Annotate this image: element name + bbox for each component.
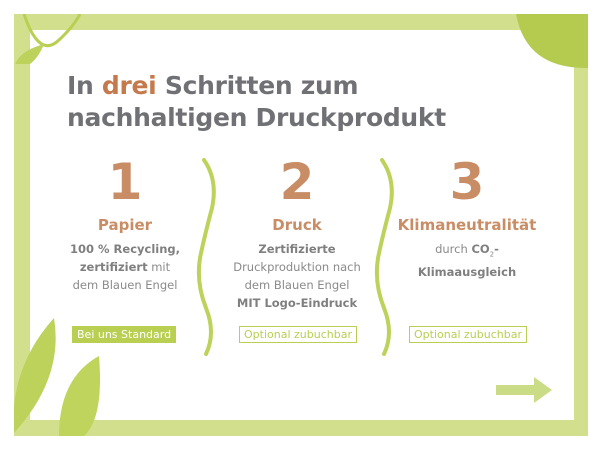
title-text: In (67, 71, 102, 100)
desc-line: Zertifizierte (258, 242, 336, 256)
desc-line: dem Blauen Engel (72, 278, 178, 292)
step-heading: Papier (97, 216, 153, 234)
content-panel (30, 30, 574, 420)
step-number: 2 (279, 153, 315, 211)
title-text: Schritten zum (156, 71, 359, 100)
wave-divider-icon (196, 158, 216, 356)
wave-divider-icon (374, 158, 394, 356)
step-heading: Druck (272, 216, 322, 234)
step-number: 3 (449, 153, 485, 211)
desc-line: Klimaausgleich (417, 265, 517, 280)
step-description: 100 % Recycling, zertifiziert mit dem Bl… (40, 240, 210, 294)
desc-line: MIT Logo-Eindruck (236, 296, 358, 310)
desc-line: Druckproduktion nach (233, 260, 361, 274)
desc-line: mit (147, 260, 171, 274)
step-description: durch CO2- Klimaausgleich (382, 240, 552, 281)
step-1: 1 Papier 100 % Recycling, zertifiziert m… (40, 152, 210, 294)
title-line-2: nachhaltigen Druckprodukt (67, 103, 446, 132)
leaf-icon (14, 318, 100, 436)
desc-line: - (494, 242, 499, 256)
desc-line: dem Blauen Engel (244, 278, 350, 292)
page-title: In drei Schritten zum nachhaltigen Druck… (67, 70, 446, 134)
subscript: 2 (489, 250, 495, 259)
desc-line: zertifiziert (79, 260, 148, 274)
leaf-icon (15, 14, 82, 64)
desc-line: 100 % Recycling, (70, 242, 180, 256)
step-3: 3 Klimaneutralität durch CO2- Klimaausgl… (382, 152, 552, 281)
step-2: 2 Druck Zertifizierte Druckproduktion na… (212, 152, 382, 312)
arrow-right-icon[interactable] (496, 377, 554, 403)
standard-badge: Bei uns Standard (72, 326, 177, 343)
optional-badge: Optional zubuchbar (409, 326, 527, 343)
step-number: 1 (107, 153, 143, 211)
step-heading: Klimaneutralität (397, 216, 537, 234)
title-accent: drei (101, 71, 157, 100)
step-description: Zertifizierte Druckproduktion nach dem B… (212, 240, 382, 312)
leaf-icon (516, 14, 588, 69)
desc-line: CO (471, 242, 490, 256)
optional-badge: Optional zubuchbar (239, 326, 357, 343)
desc-line: durch (435, 242, 472, 256)
